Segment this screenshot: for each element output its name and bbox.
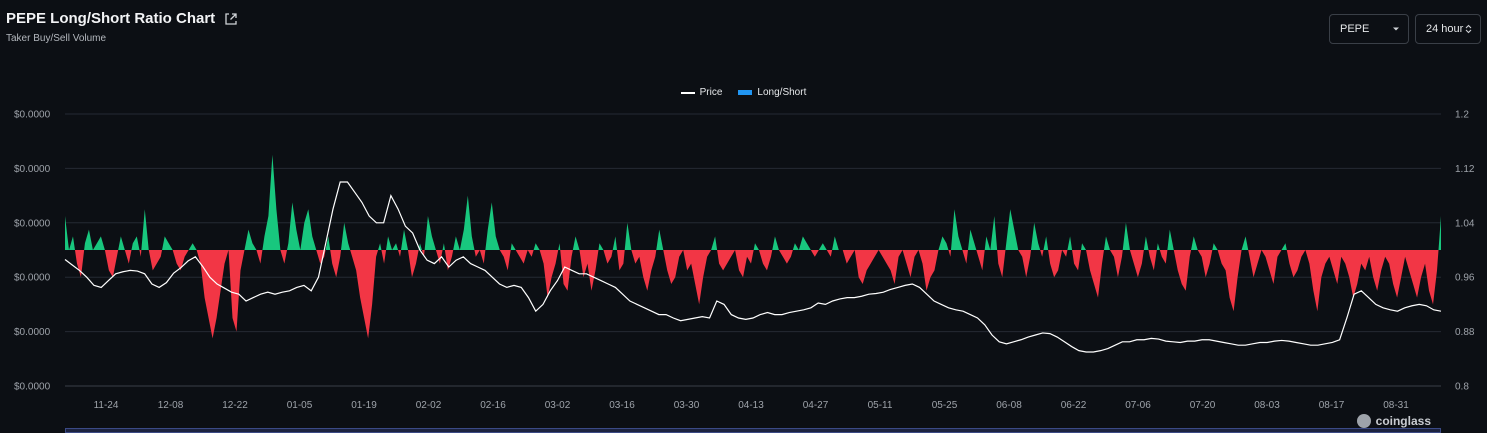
x-tick-label: 01-05 [287,400,313,411]
y-right-tick-label: 1.2 [1455,110,1469,121]
x-tick-label: 07-20 [1190,400,1216,411]
brand-name: coinglass [1375,414,1431,428]
legend-swatch-long-short [738,90,753,95]
external-link-icon[interactable] [224,12,238,26]
chart-legend: Price Long/Short [0,87,1487,98]
x-tick-label: 03-16 [609,400,635,411]
x-tick-label: 06-08 [996,400,1022,411]
x-tick-label: 11-24 [94,400,119,411]
watermark: coinglass [1356,414,1431,428]
chart-header: PEPE Long/Short Ratio Chart Taker Buy/Se… [6,10,238,44]
x-tick-label: 01-19 [351,400,377,411]
page-title-text: PEPE Long/Short Ratio Chart [6,10,216,27]
page-title: PEPE Long/Short Ratio Chart [6,10,238,27]
x-tick-label: 05-11 [868,400,893,411]
symbol-select[interactable]: PEPE [1329,14,1409,44]
y-right-tick-label: 0.8 [1455,382,1469,393]
chart-scrollbar[interactable] [65,428,1441,433]
y-left-tick-label: $0.0000 [14,382,51,393]
y-right-tick-label: 1.04 [1455,218,1475,229]
y-right-tick-label: 1.12 [1455,164,1475,175]
x-tick-label: 02-16 [480,400,506,411]
x-tick-label: 02-02 [416,400,442,411]
x-tick-label: 06-22 [1061,400,1087,411]
legend-label-price: Price [699,87,723,98]
legend-swatch-price [680,91,695,94]
y-left-tick-label: $0.0000 [14,110,51,121]
legend-item-price[interactable]: Price [680,87,723,98]
x-tick-label: 03-02 [545,400,571,411]
y-left-tick-label: $0.0000 [14,327,51,338]
page-subtitle: Taker Buy/Sell Volume [6,33,107,44]
legend-label-long-short: Long/Short [757,87,807,98]
caret-down-icon [1393,27,1399,31]
y-right-tick-label: 0.88 [1455,327,1475,338]
y-left-tick-label: $0.0000 [14,164,51,175]
legend-item-long-short[interactable]: Long/Short [738,87,806,98]
x-tick-label: 07-06 [1125,400,1151,411]
x-tick-label: 12-22 [222,400,248,411]
coinglass-logo-icon [1356,414,1371,428]
y-left-tick-label: $0.0000 [14,273,51,284]
x-tick-label: 08-03 [1254,400,1280,411]
x-tick-label: 03-30 [674,400,700,411]
x-tick-label: 12-08 [158,400,184,411]
long-short-area-negative [65,250,1441,339]
up-down-chevron-icon [1465,24,1472,34]
x-tick-label: 04-13 [738,400,764,411]
x-tick-label: 04-27 [803,400,829,411]
x-tick-label: 05-25 [932,400,958,411]
y-right-tick-label: 0.96 [1455,273,1475,284]
symbol-select-value: PEPE [1340,23,1370,35]
range-select[interactable]: 24 hour [1415,14,1481,44]
x-tick-label: 08-17 [1319,400,1345,411]
y-left-tick-label: $0.0000 [14,218,51,229]
long-short-area-positive [65,154,1441,250]
chart-controls: PEPE 24 hour [1329,14,1481,44]
price-line [64,181,1442,353]
range-select-value: 24 hour [1426,23,1464,35]
x-tick-label: 08-31 [1383,400,1409,411]
